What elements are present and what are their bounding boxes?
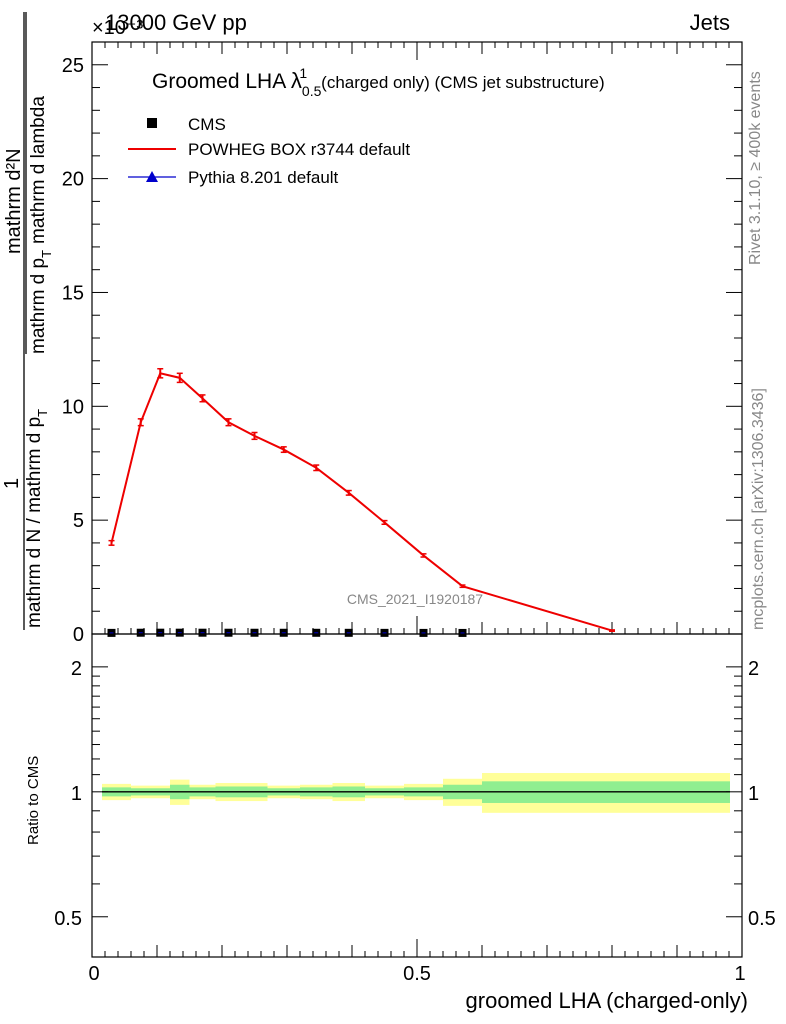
y-tick-label: 20 [62,169,84,191]
ratio-tick-label: 2 [71,658,82,680]
ratio-tick-label: 0.5 [54,908,82,930]
x-axis: 0 0.5 1 [88,42,746,985]
x-tick-label: 1 [734,963,745,985]
ratio-tick-label-right: 1 [748,783,759,805]
ratio-tick-label: 1 [71,783,82,805]
ylabel-one: 1 [1,478,23,489]
y-tick-label: 25 [62,55,84,77]
legend-marker-pythia [146,171,158,182]
y-tick-label: 15 [62,282,84,304]
ratio-y-label: Ratio to CMS [25,756,42,845]
main-y-label: 1 mathrm d²N mathrm d N / mathrm d pT ma… [1,12,54,630]
ratio-tick-label-right: 2 [748,658,759,680]
y-tick-label: 10 [62,396,84,418]
legend-marker-cms [147,118,157,128]
x-tick-label: 0.5 [403,963,431,985]
ylabel-denominator-left: mathrm d N / mathrm d pT [24,409,50,628]
ratio-bands [102,773,730,813]
exponent-label: ×10⁻³ [92,17,143,39]
category-label: Jets [690,10,730,35]
legend-label-cms: CMS [188,115,226,134]
legend-label-pythia: Pythia 8.201 default [188,168,339,187]
ratio-y-axis: 0.5 0.5 1 1 2 2 [54,658,776,930]
x-tick-label: 0 [88,963,99,985]
energy-label: 13000 GeV pp [105,10,247,35]
series-layer [107,367,615,637]
powheg-line [110,372,613,632]
rivet-label: Rivet 3.1.10, ≥ 400k events [747,71,764,265]
y-tick-label: 0 [73,624,84,646]
chart-title: Groomed LHA λ0.51 (charged only) (CMS jet… [152,65,605,99]
ylabel-denominator-right: mathrm d pTmathrm d lambda [28,96,54,354]
ylabel-numerator: mathrm d²N [3,148,25,254]
analysis-watermark: CMS_2021_I1920187 [347,591,483,607]
x-axis-label: groomed LHA (charged-only) [466,988,748,1013]
y-tick-label: 5 [73,510,84,532]
legend: CMS POWHEG BOX r3744 default Pythia 8.20… [128,115,410,187]
mcplots-label: mcplots.cern.ch [arXiv:1306.3436] [750,388,767,630]
ratio-tick-label-right: 0.5 [748,908,776,930]
legend-label-powheg: POWHEG BOX r3744 default [188,140,410,159]
